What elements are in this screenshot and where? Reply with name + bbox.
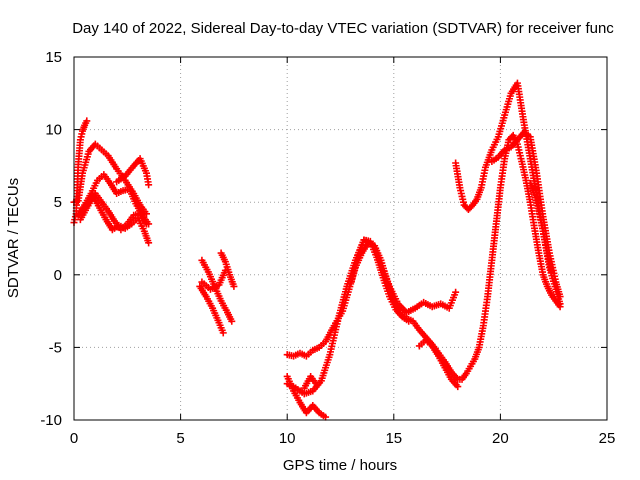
x-tick-labels: 0 5 10 15 20 25 [70, 430, 616, 447]
series-track-b2 [196, 282, 227, 337]
data-point [145, 239, 153, 247]
data-point [313, 381, 321, 389]
data-point [230, 282, 238, 290]
series-track-a4 [79, 189, 150, 234]
series-track-a5 [113, 155, 153, 189]
series-track-d2 [488, 129, 564, 301]
data-point [142, 220, 150, 228]
y-tick-labels: -10 -5 0 5 10 15 [40, 49, 62, 429]
x-tick-label: 10 [279, 430, 296, 447]
data-point [221, 266, 229, 274]
y-tick-label: 15 [45, 49, 62, 66]
series-track-c4 [300, 372, 321, 392]
data-point [556, 293, 564, 301]
series-track-b1 [198, 256, 236, 325]
data-point [452, 288, 460, 296]
x-tick-label: 25 [599, 430, 616, 447]
series-track-d3 [415, 336, 462, 391]
series-track-c5 [347, 236, 413, 325]
data-point [322, 413, 330, 421]
series-track-b4 [198, 266, 229, 293]
plot-frame [73, 56, 608, 421]
series-track-c1 [283, 131, 564, 383]
series-track-b3 [217, 249, 238, 290]
series-track-c3 [283, 372, 330, 421]
x-axis-label: GPS time / hours [283, 457, 397, 474]
data-point [228, 317, 236, 325]
chart-title: Day 140 of 2022, Sidereal Day-to-day VTE… [72, 20, 614, 37]
y-tick-label: 0 [54, 267, 62, 284]
series-track-d4 [526, 179, 556, 276]
data-point [83, 117, 91, 125]
y-tick-label: 5 [54, 194, 62, 211]
x-tick-label: 0 [70, 430, 78, 447]
data-point [142, 210, 150, 218]
y-tick-label: -10 [40, 412, 62, 429]
x-tick-label: 20 [492, 430, 509, 447]
data-point [405, 317, 413, 325]
y-tick-label: 10 [45, 122, 62, 139]
data-point [145, 181, 153, 189]
data-points [70, 79, 564, 421]
y-tick-label: -5 [49, 339, 62, 356]
x-tick-label: 15 [385, 430, 402, 447]
data-point [219, 329, 227, 337]
x-tick-label: 5 [176, 430, 184, 447]
y-axis-label: SDTVAR / TECUs [5, 178, 22, 298]
data-point [548, 268, 556, 276]
data-point [556, 300, 564, 308]
data-point [454, 383, 462, 391]
